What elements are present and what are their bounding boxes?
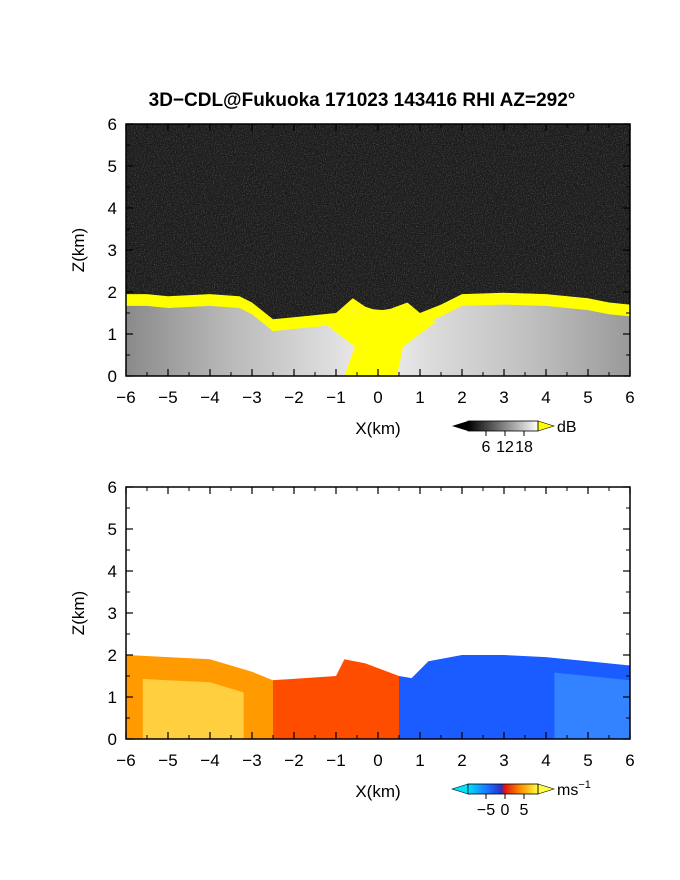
x-tick-label: −6 xyxy=(116,388,135,407)
y-tick-label: 6 xyxy=(108,478,117,497)
colorbar-gradient xyxy=(468,421,538,431)
x-tick-label: 6 xyxy=(625,388,634,407)
colorbar-tick-label: −5 xyxy=(477,802,495,819)
colorbar-tick-label: 18 xyxy=(515,439,533,456)
colorbar-tick-label: 12 xyxy=(496,439,514,456)
y-axis-label: Z(km) xyxy=(69,228,88,272)
colorbar-unit: dB xyxy=(557,419,577,436)
colorbar-unit: ms−1 xyxy=(557,779,591,799)
x-tick-label: 5 xyxy=(583,388,592,407)
x-tick-label: −4 xyxy=(200,388,219,407)
y-axis-label: Z(km) xyxy=(69,591,88,635)
x-tick-label: 4 xyxy=(541,388,550,407)
x-axis-label: X(km) xyxy=(355,782,400,801)
x-tick-label: −5 xyxy=(158,388,177,407)
backscatter-panel: −6 −5 −4 −3 −2 −1 0 1 2 3 4 5 6 0 1 2 3 4 5 6 X(km) Z(km) xyxy=(69,115,635,438)
y-tick-label: 1 xyxy=(108,688,117,707)
y-tick-label: 4 xyxy=(108,562,117,581)
x-tick-label: 6 xyxy=(625,751,634,770)
x-tick-label: −6 xyxy=(116,751,135,770)
x-tick-label: −1 xyxy=(326,751,345,770)
y-tick-label: 5 xyxy=(108,157,117,176)
x-tick-label: 3 xyxy=(499,388,508,407)
velocity-weak-region xyxy=(273,659,399,739)
x-tick-label: −1 xyxy=(326,388,345,407)
y-tick-label: 1 xyxy=(108,325,117,344)
x-tick-label: −2 xyxy=(284,388,303,407)
colorbar-low-arrow xyxy=(452,421,468,431)
x-tick-label: −3 xyxy=(242,751,261,770)
colorbar-tick-label: 0 xyxy=(501,802,510,819)
colorbar-velocity: −5 0 5 ms−1 xyxy=(450,779,591,819)
x-tick-label: 0 xyxy=(373,751,382,770)
x-tick-label: 3 xyxy=(499,751,508,770)
colorbar-gradient xyxy=(468,784,538,794)
chart-title: 3D−CDL@Fukuoka 171023 143416 RHI AZ=292° xyxy=(149,90,576,111)
x-tick-label: −5 xyxy=(158,751,177,770)
x-tick-label: 5 xyxy=(583,751,592,770)
x-tick-label: 1 xyxy=(415,751,424,770)
colorbar-backscatter: 6 12 18 dB xyxy=(452,419,577,456)
x-tick-label: −4 xyxy=(200,751,219,770)
x-tick-label: 0 xyxy=(373,388,382,407)
colorbar-tick-label: 5 xyxy=(520,802,529,819)
y-tick-label: 5 xyxy=(108,520,117,539)
velocity-light-region xyxy=(142,678,244,739)
x-tick-label: 2 xyxy=(457,388,466,407)
y-tick-label: 6 xyxy=(108,115,117,134)
x-tick-label: 2 xyxy=(457,751,466,770)
colorbar-tick-label: 6 xyxy=(482,439,491,456)
x-tick-label: 1 xyxy=(415,388,424,407)
x-tick-label: −3 xyxy=(242,388,261,407)
y-tick-label: 3 xyxy=(108,241,117,260)
x-tick-label: −2 xyxy=(284,751,303,770)
y-tick-label: 3 xyxy=(108,604,117,623)
x-tick-label: 4 xyxy=(541,751,550,770)
y-tick-label: 4 xyxy=(108,199,117,218)
colorbar-frame xyxy=(467,420,539,432)
y-tick-label: 0 xyxy=(108,367,117,386)
saturated-core xyxy=(319,308,437,376)
colorbar-high-arrow xyxy=(537,420,556,432)
velocity-lightblue-region xyxy=(554,672,630,739)
x-axis-label: X(km) xyxy=(355,419,400,438)
y-tick-label: 2 xyxy=(108,646,117,665)
colorbar-high-arrow xyxy=(537,783,556,795)
colorbar-frame xyxy=(467,783,539,795)
y-tick-label: 0 xyxy=(108,730,117,749)
velocity-panel: −6 −5 −4 −3 −2 −1 0 1 2 3 4 5 6 0 1 2 3 4 5 6 X(km) Z(km) xyxy=(69,478,635,801)
y-tick-label: 2 xyxy=(108,283,117,302)
colorbar-low-arrow xyxy=(450,783,469,795)
